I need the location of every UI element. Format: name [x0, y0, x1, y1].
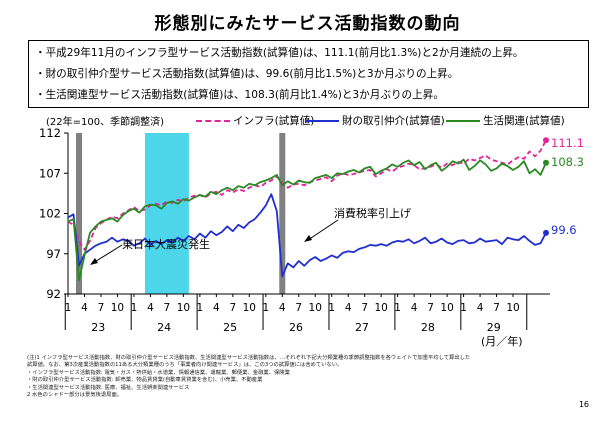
summary-box: ・平成29年11月のインフラ型サービス活動指数(試算値)は、111.1(前月比1… [28, 40, 589, 108]
summary-line-intermediary: ・財の取引仲介型サービス活動指数(試算値)は、99.6(前月比1.5%)と3か月… [35, 68, 459, 80]
series-line-intermediary [67, 193, 547, 278]
event-bar [75, 133, 82, 294]
end-point-infra [543, 137, 549, 144]
footnote-line: ・生活関連型サービス活動指数: 医療、福祉、生活娯楽関連サービス [27, 384, 190, 391]
x-tick-label: 10 [506, 302, 519, 314]
x-tick-label: 7 [164, 302, 171, 314]
x-tick-label: 4 [345, 302, 352, 314]
legend-intermediary-label: 財の取引仲介(試算値) [342, 115, 445, 127]
x-tick-label: 7 [427, 302, 434, 314]
summary-line-infra: ・平成29年11月のインフラ型サービス活動指数(試算値)は、111.1(前月比1… [35, 47, 524, 59]
x-tick-label: 1 [197, 302, 204, 314]
arrow-earthquake [92, 244, 123, 264]
legend-intermediary-swatch [305, 119, 339, 122]
arrow-tax [307, 219, 339, 241]
x-tick-label: 4 [477, 302, 484, 314]
footnote-line: 2 水色のシャドー部分は景気後退局面。 [27, 392, 123, 399]
end-label-living: 108.3 [551, 155, 584, 169]
end-point-living [543, 159, 549, 166]
series-line-living [67, 158, 547, 282]
legend-living-label: 生活関連(試算値) [483, 115, 565, 127]
x-tick-label: 4 [213, 302, 220, 314]
x-tick-label: 10 [111, 302, 124, 314]
x-tick-label: 1 [394, 302, 401, 314]
base-note: (22年=100、季節調整済) [46, 117, 164, 128]
legend-living: 生活関連(試算値) [446, 113, 565, 128]
annotation-earthquake: 東日本大震災発生 [122, 238, 210, 251]
arrow-earthquake-head [90, 258, 98, 265]
year-label: 29 [487, 321, 501, 334]
summary-line-living: ・生活関連型サービス活動指数(試算値)は、108.3(前月比1.4%)と3か月ぶ… [35, 89, 444, 101]
x-tick-label: 4 [279, 302, 286, 314]
legend-intermediary: 財の取引仲介(試算値) [305, 113, 445, 128]
page-title: 形態別にみたサービス活動指数の動向 [154, 14, 461, 34]
footnote-line: (注)1 インフラ型サービス活動指数、財の取引仲介型サービス活動指数、生活関連型… [27, 355, 471, 361]
x-tick-label: 10 [309, 302, 322, 314]
legend-infra-swatch [196, 119, 230, 122]
recession-shade [144, 133, 189, 294]
year-label: 26 [289, 321, 303, 334]
end-label-intermediary: 99.6 [551, 223, 577, 237]
year-label: 23 [91, 321, 105, 334]
x-tick-label: 7 [295, 302, 302, 314]
footnotes: (注)1 インフラ型サービス活動指数、財の取引仲介型サービス活動指数、生活関連型… [27, 355, 587, 399]
x-tick-label: 4 [411, 302, 418, 314]
arrow-tax-head [304, 235, 312, 242]
end-label-infra: 111.1 [551, 136, 584, 150]
year-label: 24 [157, 321, 171, 334]
y-tick-label: 97 [46, 247, 61, 261]
axis-unit-label: (月／年) [481, 335, 523, 348]
y-tick-label: 92 [46, 287, 61, 301]
x-tick-label: 7 [361, 302, 368, 314]
y-tick-label: 107 [39, 166, 61, 180]
x-tick-label: 1 [460, 302, 467, 314]
x-tick-label: 4 [81, 302, 88, 314]
footnote-line: ・財の取引仲介型サービス活動指数: 卸売業、物品賃貸業(自動車賃貸業を含む)、小… [27, 377, 263, 384]
y-tick-label: 112 [39, 126, 61, 140]
year-label: 25 [223, 321, 237, 334]
year-label: 27 [355, 321, 369, 334]
x-tick-label: 7 [229, 302, 236, 314]
year-label: 28 [421, 321, 435, 334]
x-tick-label: 10 [440, 302, 453, 314]
footnote-line: ・インフラ型サービス活動指数: 電気・ガス・熱供給・水道業、情報通信業、運輸業、… [27, 369, 290, 376]
x-tick-label: 7 [98, 302, 105, 314]
x-tick-label: 1 [328, 302, 335, 314]
series-line-infra [67, 139, 547, 251]
event-bar [279, 133, 286, 294]
x-tick-label: 4 [147, 302, 154, 314]
x-tick-label: 10 [243, 302, 256, 314]
x-tick-label: 10 [177, 302, 190, 314]
footnote-line: 試算値。なお、第3次産業活動指数の11ある大分類業種のうち「事業者向け関連サービ… [27, 362, 343, 369]
x-tick-label: 7 [493, 302, 500, 314]
x-tick-label: 1 [131, 302, 138, 314]
legend-infra: インフラ(試算値) [196, 113, 314, 128]
legend-living-swatch [446, 119, 480, 122]
x-tick-label: 1 [262, 302, 269, 314]
end-point-intermediary [543, 229, 549, 236]
x-tick-label: 10 [374, 302, 387, 314]
page-number: 16 [578, 400, 589, 409]
x-tick-label: 1 [65, 302, 72, 314]
legend-infra-label: インフラ(試算値) [233, 115, 315, 127]
y-tick-label: 102 [39, 207, 61, 221]
annotation-tax: 消費税率引上げ [334, 207, 411, 220]
